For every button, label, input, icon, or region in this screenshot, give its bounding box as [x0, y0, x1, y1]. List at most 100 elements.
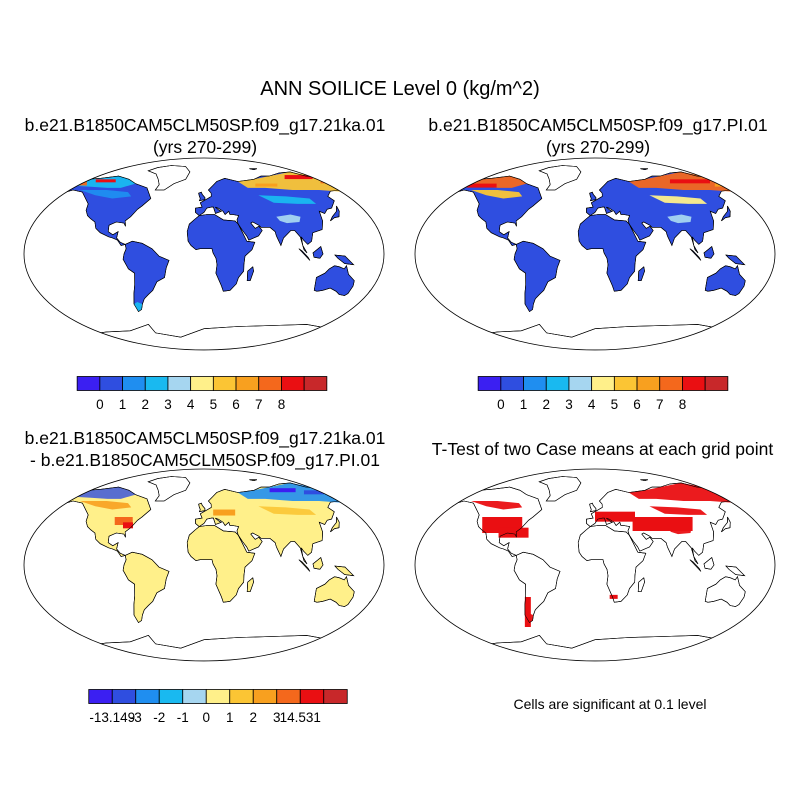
coastline-indonesia2 — [312, 556, 324, 570]
map-border — [23, 157, 385, 351]
soilice-region-canadaMid — [80, 190, 132, 199]
map-21ka-soilice — [23, 157, 385, 351]
colorbar-1-swatch — [258, 376, 282, 391]
grid-cell — [303, 490, 324, 495]
coastline-northAmerica — [448, 486, 543, 557]
map-ttest-significance — [414, 468, 776, 662]
coastline-southAmerica — [122, 551, 170, 624]
colorbar-2-swatch — [477, 376, 502, 391]
coastline-indonesia3 — [334, 565, 355, 577]
grid-cell — [466, 183, 497, 188]
colorbar-1-tick-label: 0 — [96, 397, 104, 412]
panel-2-title-line2: (yrs 270-299) — [545, 137, 651, 157]
coastline-greenland — [147, 476, 191, 502]
soilice-region-tibet — [276, 214, 301, 224]
colorbar-3-swatch — [276, 689, 301, 704]
grid-cell — [114, 517, 133, 525]
coastline-japan — [330, 516, 340, 533]
grid-cell — [632, 517, 693, 531]
panel-1-title-line2: (yrs 270-299) — [152, 137, 258, 157]
colorbar-3-swatch — [323, 689, 348, 704]
panel-1-title-line1: b.e21.B1850CAM5CLM50SP.f09_g17.21ka.01 — [24, 115, 386, 135]
panel-2-title: b.e21.B1850CAM5CLM50SP.f09_g17.PI.01 (yr… — [393, 114, 800, 158]
soilice-region-canadaMid — [80, 501, 132, 510]
colorbar-3-swatch — [88, 689, 113, 704]
panel-3-title: b.e21.B1850CAM5CLM50SP.f09_g17.21ka.01 -… — [0, 427, 410, 471]
coastline-indonesia3 — [334, 254, 355, 266]
coastline-indonesia1 — [298, 248, 311, 261]
grid-cell — [320, 179, 341, 184]
coastline-australia — [313, 264, 355, 296]
colorbar-2-swatch — [500, 376, 524, 391]
colorbar-3-swatch — [111, 689, 137, 704]
colorbar-2-tick-label: 5 — [611, 397, 619, 412]
grid-cell — [669, 179, 710, 184]
significance-note: Cells are significant at 0.1 level — [513, 696, 707, 712]
colorbar-difference: -13.149-3 -2 -1 0 1 2 3 14.531 — [88, 689, 348, 725]
coastline-eurasia — [586, 171, 754, 254]
colorbar-1-swatch — [122, 376, 146, 391]
coastline-madagascar — [637, 266, 645, 281]
colorbar-1-tick-label: 6 — [232, 397, 240, 412]
soilice-region-siberia — [237, 171, 362, 193]
colorbar-2-tick-label: 0 — [497, 397, 505, 412]
coastline-britain — [198, 191, 206, 202]
colorbar-2-swatch — [613, 376, 638, 391]
colorbar-3-swatch — [299, 689, 325, 704]
grid-cell — [595, 511, 635, 522]
colorbar-2-tick-label: 8 — [679, 397, 687, 412]
colorbar-3-tick-label: -3 — [130, 710, 142, 725]
coastline-japan — [721, 516, 731, 533]
panel-2-title-line1: b.e21.B1850CAM5CLM50SP.f09_g17.PI.01 — [428, 115, 768, 135]
colorbar-1-tick-label: 2 — [141, 397, 149, 412]
soilice-region-centralAsia — [258, 506, 317, 515]
map-difference — [23, 468, 385, 662]
colorbar-1-swatch — [190, 376, 214, 391]
coastline-madagascar — [246, 577, 254, 592]
colorbar-1-swatch — [212, 376, 237, 391]
soilice-region-canadaMid — [471, 501, 523, 510]
coastline-britain — [589, 502, 597, 513]
map-border — [414, 157, 776, 351]
soilice-region-tibet — [667, 214, 692, 224]
coastline-indonesia2 — [703, 245, 715, 259]
grid-cell — [122, 522, 133, 529]
grid-cell — [95, 179, 116, 183]
coastline-southAmerica — [122, 240, 170, 313]
soilice-region-patagonia — [134, 302, 143, 312]
coastline-indonesia2 — [312, 245, 324, 259]
coastline-northAmerica — [57, 486, 152, 557]
colorbar-3-swatch — [205, 689, 231, 704]
colorbar-3-tick-label: 0 — [202, 710, 210, 725]
colorbar-1-tick-label: 7 — [255, 397, 263, 412]
coastline-britain — [198, 502, 206, 513]
soilice-region-canadaMid — [471, 190, 523, 199]
coastline-madagascar — [246, 266, 254, 281]
colorbar-3-tick-label: 1 — [226, 710, 234, 725]
coastline-indonesia3 — [725, 254, 746, 266]
colorbar-1-swatch — [144, 376, 169, 391]
coastline-africa — [577, 525, 647, 603]
colorbar-2-swatch — [568, 376, 593, 391]
coastline-scandinaviaLake — [640, 479, 648, 482]
coastline-scandinaviaLake — [249, 168, 257, 171]
panel-4-title: T-Test of two Case means at each grid po… — [405, 438, 800, 460]
grid-cell — [609, 594, 618, 599]
colorbar-3-swatch — [135, 689, 160, 704]
soilice-region-centralAsia — [258, 195, 317, 204]
colorbar-3-swatch — [158, 689, 184, 704]
soilice-region-siberia — [628, 482, 753, 504]
coastline-northAmerica — [448, 175, 543, 246]
coastline-indonesia2 — [703, 556, 715, 570]
coastline-southAmerica — [513, 240, 561, 313]
colorbar-1-swatch — [235, 376, 260, 391]
colorbar-2-swatch — [682, 376, 706, 391]
coastline-japan — [721, 205, 731, 222]
coastline-southAmerica — [513, 551, 561, 624]
map-pi-soilice — [414, 157, 776, 351]
colorbar-2-swatch — [704, 376, 729, 391]
colorbar-3-swatch — [229, 689, 254, 704]
coastline-eurasia — [586, 482, 754, 565]
coastline-greenland — [538, 476, 582, 502]
